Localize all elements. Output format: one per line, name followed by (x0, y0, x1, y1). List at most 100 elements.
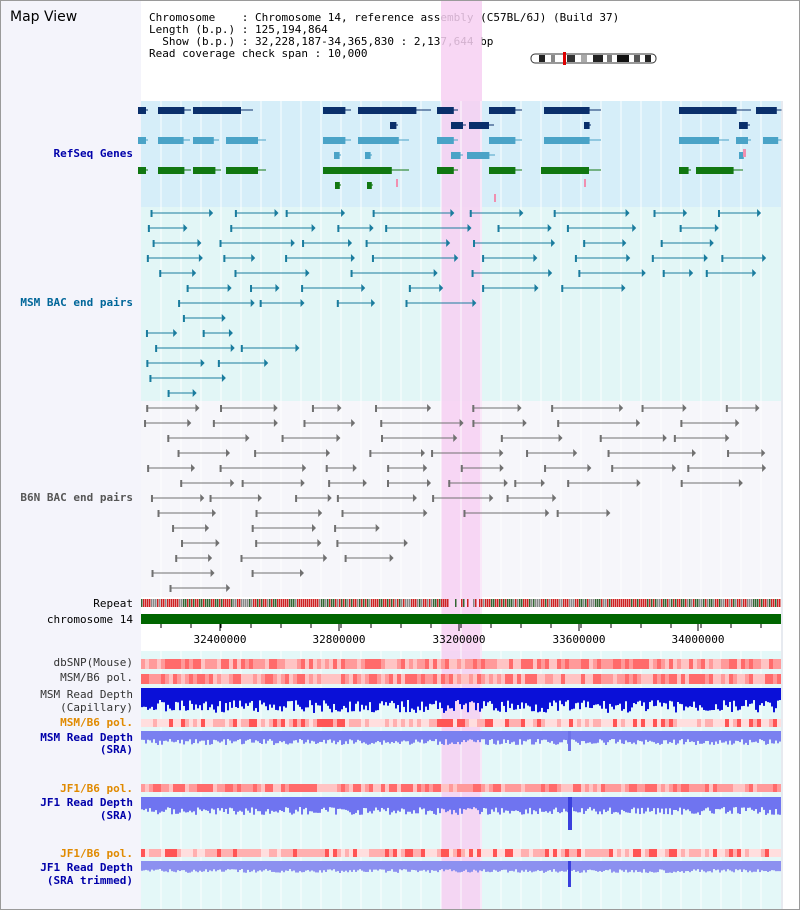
jf1-read-depth-trim-label[interactable]: JF1 Read Depth (40, 861, 133, 874)
heat-cell (249, 719, 253, 727)
depth-bar (285, 797, 287, 808)
depth-bar (181, 731, 183, 740)
depth-bar (387, 731, 389, 743)
depth-bar (753, 731, 755, 743)
msm-b6-pol-label[interactable]: MSM/B6 pol. (60, 671, 133, 684)
depth-bar (357, 797, 359, 811)
heat-cell (725, 784, 729, 792)
jf1-read-depth-sra-label[interactable]: JF1 Read Depth (40, 796, 133, 809)
depth-bar (729, 861, 731, 871)
msm-read-depth-sra-label[interactable]: MSM Read Depth (40, 731, 133, 744)
depth-bar (247, 797, 249, 811)
bac-end (350, 270, 353, 277)
heat-cell (737, 784, 741, 792)
depth-bar (225, 731, 227, 745)
bac-end-arrow (352, 464, 357, 472)
bac-end-arrow (439, 284, 444, 292)
depth-bar (261, 688, 263, 705)
repeat-mark (461, 599, 463, 607)
bac-end (473, 240, 476, 247)
heat-cell (205, 719, 209, 727)
heat-cell (645, 849, 649, 857)
repeat-mark (709, 599, 711, 607)
heat-cell (545, 659, 549, 669)
heat-cell (649, 674, 653, 684)
depth-bar (259, 861, 261, 871)
bac-end-arrow (295, 344, 300, 352)
depth-bar (551, 861, 553, 872)
msm-read-depth-cap-label[interactable]: MSM Read Depth (40, 688, 133, 701)
jf1-b6-pol-trim-label[interactable]: JF1/B6 pol. (60, 847, 133, 860)
repeat-mark (159, 599, 161, 607)
heat-cell (409, 659, 413, 669)
bac-end-arrow (273, 404, 278, 412)
bac-end-arrow (389, 554, 394, 562)
repeat-mark (365, 599, 367, 607)
bac-end (146, 255, 149, 262)
msm-b6-pol-sra-label[interactable]: MSM/B6 pol. (60, 716, 133, 729)
depth-bar (541, 797, 543, 812)
heat-cell (353, 849, 357, 857)
msm-bac-label[interactable]: MSM BAC end pairs (20, 296, 133, 309)
heat-cell (205, 659, 209, 669)
bac-end (387, 465, 390, 472)
repeat-mark (353, 599, 355, 607)
depth-bar (687, 688, 689, 708)
depth-bar (683, 797, 685, 809)
bac-end-arrow (212, 509, 217, 517)
depth-bar (779, 688, 781, 701)
depth-bar (199, 688, 201, 706)
heat-cell (165, 849, 169, 857)
bac-end (341, 510, 344, 517)
repeat-mark (517, 599, 519, 607)
heat-cell (509, 719, 513, 727)
dbsnp-label[interactable]: dbSNP(Mouse) (53, 656, 133, 669)
bac-end (285, 210, 288, 217)
heat-cell (145, 659, 149, 669)
heat-cell (697, 674, 701, 684)
depth-bar (697, 797, 699, 813)
bac-end-arrow (375, 524, 380, 532)
heat-cell (509, 784, 513, 792)
depth-bar (211, 797, 213, 809)
heat-cell (437, 674, 441, 684)
depth-bar (373, 688, 375, 713)
heat-cell (377, 659, 381, 669)
depth-bar (361, 688, 363, 705)
bac-end (607, 450, 610, 457)
depth-bar (705, 861, 707, 873)
heat-cell (189, 849, 193, 857)
heat-cell (657, 719, 661, 727)
depth-bar (733, 861, 735, 873)
heat-cell (277, 849, 281, 857)
gene-exon (739, 152, 744, 159)
heat-cell (233, 849, 237, 857)
heat-cell (337, 659, 341, 669)
chromosome-bar (141, 614, 781, 624)
heat-cell (717, 659, 721, 669)
gene-exon (138, 107, 146, 114)
depth-bar (481, 797, 483, 812)
heat-cell (593, 674, 597, 684)
gene-marker (494, 194, 496, 202)
depth-bar (525, 797, 527, 810)
window-title: Map View (10, 9, 78, 25)
depth-bar (531, 731, 533, 745)
bac-end (673, 435, 676, 442)
heat-cell (297, 784, 301, 792)
depth-bar (323, 797, 325, 808)
depth-bar (533, 861, 535, 872)
depth-bar (307, 688, 309, 708)
heat-cell (417, 719, 421, 727)
heat-cell (189, 674, 193, 684)
heat-cell (461, 719, 465, 727)
heat-cell (761, 719, 765, 727)
depth-bar (191, 731, 193, 745)
depth-bar (699, 797, 701, 815)
b6n-bac-label[interactable]: B6N BAC end pairs (20, 491, 133, 504)
bac-end (147, 225, 150, 232)
refseq-genes-label[interactable]: RefSeq Genes (53, 147, 133, 160)
jf1-b6-pol-label[interactable]: JF1/B6 pol. (60, 782, 133, 795)
heat-cell (209, 784, 213, 792)
